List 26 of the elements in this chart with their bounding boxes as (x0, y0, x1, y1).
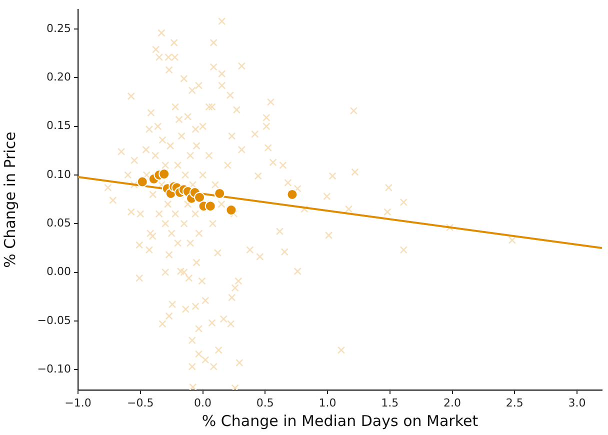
point (136, 176, 148, 188)
x-tick-label: 2.5 (506, 396, 524, 410)
x-tick-label: 2.0 (444, 396, 462, 410)
y-axis-title: % Change in Price (0, 132, 19, 268)
point (286, 188, 298, 200)
point (214, 188, 226, 199)
x-tick-label: 1.0 (318, 396, 336, 410)
point (226, 204, 237, 216)
y-tick-label: −0.05 (37, 314, 71, 327)
point (204, 200, 216, 212)
point (158, 168, 170, 180)
y-tick-label: 0.15 (46, 119, 71, 132)
x-tick-label: 1.5 (381, 396, 399, 410)
y-tick-label: 0.00 (46, 265, 71, 278)
x-tick-label: −0.5 (127, 396, 154, 410)
x-tick-label: −1.0 (64, 396, 92, 410)
y-tick-label: 0.05 (46, 216, 71, 230)
x-tick-label: 0.0 (194, 396, 212, 410)
y-tick-label: 0.25 (46, 22, 71, 35)
point (194, 192, 206, 203)
y-tick-label: 0.20 (46, 70, 71, 84)
y-tick-label: −0.10 (37, 362, 71, 376)
y-tick-label: 0.10 (46, 168, 71, 181)
x-tick-label: 0.5 (256, 396, 274, 410)
x-axis-title: % Change in Median Days on Market (202, 412, 478, 430)
x-tick-label: 3.0 (568, 396, 586, 410)
